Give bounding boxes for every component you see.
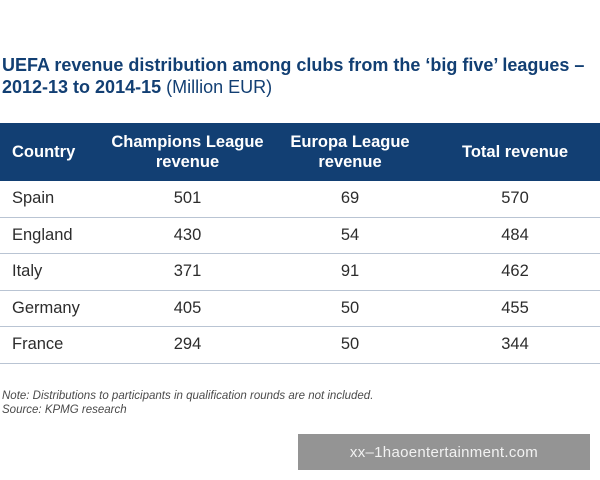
source-text: Source: KPMG research xyxy=(2,404,127,416)
title-unit: (Million EUR) xyxy=(161,77,273,97)
cell-country: Germany xyxy=(12,298,80,317)
cell-total: 455 xyxy=(501,298,529,317)
cell-europa: 69 xyxy=(340,189,360,208)
table-row: England 430 54 484 xyxy=(0,218,600,254)
cell-total: 570 xyxy=(501,189,529,208)
table-header: Country Champions League revenue Europa … xyxy=(0,123,600,181)
table-body: Spain 501 69 570 England 430 54 484 Ital… xyxy=(0,181,600,364)
footnote: Note: Distributions to participants in q… xyxy=(2,389,373,417)
cell-country: Spain xyxy=(12,189,55,208)
chart-title: UEFA revenue distribution among clubs fr… xyxy=(2,54,598,98)
note-text: Note: Distributions to participants in q… xyxy=(2,390,374,402)
cell-champions: 294 xyxy=(173,335,202,354)
cell-europa: 50 xyxy=(340,298,360,317)
header-total: Total revenue xyxy=(461,143,569,161)
watermark: xx–1haoentertainment.com xyxy=(298,434,590,470)
header-country: Country xyxy=(12,143,76,161)
cell-champions: 371 xyxy=(173,262,202,281)
cell-country: Italy xyxy=(12,262,43,281)
header-europa: Europa League revenue xyxy=(290,133,410,171)
cell-total: 484 xyxy=(501,225,529,244)
header-champions: Champions League revenue xyxy=(111,133,264,171)
cell-champions: 405 xyxy=(173,298,202,317)
revenue-table: Country Champions League revenue Europa … xyxy=(0,123,600,364)
cell-total: 462 xyxy=(501,262,529,281)
table-row: Spain 501 69 570 xyxy=(0,181,600,218)
cell-country: England xyxy=(12,225,73,244)
cell-champions: 501 xyxy=(173,189,202,208)
cell-champions: 430 xyxy=(173,225,202,244)
title-main: UEFA revenue distribution among clubs fr… xyxy=(2,55,585,97)
table-row: Germany 405 50 455 xyxy=(0,291,600,327)
table-row: Italy 371 91 462 xyxy=(0,254,600,291)
cell-europa: 50 xyxy=(340,335,360,354)
cell-europa: 54 xyxy=(340,225,360,244)
cell-total: 344 xyxy=(501,335,529,354)
table-row: France 294 50 344 xyxy=(0,327,600,364)
cell-europa: 91 xyxy=(340,262,360,281)
cell-country: France xyxy=(12,335,64,354)
